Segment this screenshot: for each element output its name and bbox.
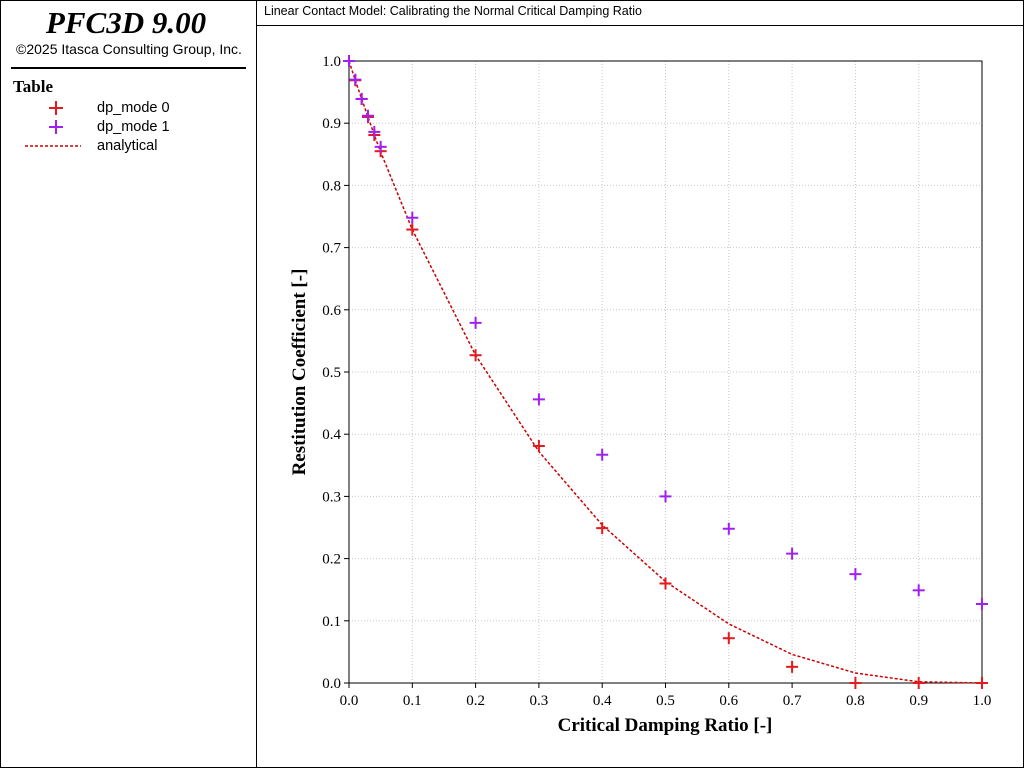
red-plus-marker-icon — [49, 101, 63, 115]
data-point-dp-mode-0 — [912, 677, 925, 689]
data-point-dp-mode-0 — [469, 349, 482, 362]
grid — [349, 61, 982, 683]
data-point-dp-mode-0 — [722, 632, 735, 645]
x-tick-label: 0.1 — [403, 693, 422, 709]
copyright-text: ©2025 Itasca Consulting Group, Inc. — [16, 41, 242, 57]
data-point-dp-mode-1 — [532, 393, 545, 406]
x-tick-label: 0.3 — [530, 693, 549, 709]
y-tick-label: 0.1 — [322, 614, 341, 630]
data-point-dp-mode-1 — [912, 584, 925, 597]
series-analytical — [348, 60, 983, 684]
y-tick-label: 0.4 — [322, 427, 341, 443]
y-tick-label: 0.2 — [322, 552, 341, 568]
data-point-dp-mode-0 — [596, 522, 609, 535]
series-dp-mode-1 — [343, 55, 988, 611]
data-point-dp-mode-1 — [355, 92, 368, 105]
data-point-dp-mode-1 — [406, 211, 419, 224]
x-axis-label: Critical Damping Ratio [-] — [558, 715, 773, 736]
x-tick-label: 0.7 — [783, 693, 802, 709]
y-tick-label: 0.8 — [322, 178, 341, 194]
y-axis-label: Restitution Coefficient [-] — [289, 269, 310, 476]
data-point-dp-mode-0 — [786, 660, 799, 673]
legend-item-analytical: analytical — [1, 137, 257, 155]
series-line-analytical — [348, 60, 983, 684]
app-title: PFC3D 9.00 — [45, 5, 207, 40]
data-point-dp-mode-1 — [368, 125, 381, 138]
data-point-dp-mode-0 — [532, 440, 545, 453]
title-divider — [11, 67, 246, 69]
data-point-dp-mode-0 — [976, 677, 988, 689]
legend-label-dp-mode-1: dp_mode 1 — [97, 119, 170, 135]
data-point-dp-mode-1 — [849, 568, 862, 581]
data-point-dp-mode-1 — [722, 522, 735, 535]
x-tick-label: 0.8 — [846, 693, 865, 709]
y-tick-label: 1.0 — [322, 54, 341, 70]
x-tick-label: 0.6 — [719, 693, 738, 709]
x-tick-label: 0.4 — [593, 693, 612, 709]
data-point-dp-mode-1 — [659, 490, 672, 503]
data-point-dp-mode-1 — [374, 140, 387, 153]
y-tick-label: 0.5 — [322, 365, 341, 381]
x-tick-label: 0.0 — [340, 693, 359, 709]
data-point-dp-mode-1 — [976, 598, 988, 611]
data-point-dp-mode-1 — [786, 547, 799, 560]
data-point-dp-mode-1 — [343, 55, 355, 67]
data-point-dp-mode-1 — [469, 316, 482, 329]
legend-panel: PFC3D 9.00 ©2025 Itasca Consulting Group… — [0, 0, 257, 768]
axes: 0.0 0.1 0.2 0.3 0.4 0.5 0.6 0.7 0.8 0.9 1.0 0.0 0.1 0… — [322, 54, 991, 709]
legend-item-dp-mode-1: dp_mode 1 — [1, 118, 257, 136]
dashed-line-icon — [25, 145, 81, 147]
data-point-dp-mode-0 — [659, 577, 672, 590]
data-point-dp-mode-0 — [406, 223, 419, 236]
y-tick-label: 0.6 — [322, 303, 341, 319]
legend-label-analytical: analytical — [97, 138, 158, 154]
data-point-dp-mode-1 — [361, 109, 374, 122]
plot-header-divider — [256, 25, 1024, 26]
x-tick-label: 1.0 — [973, 693, 992, 709]
series-layer — [343, 55, 988, 689]
y-tick-label: 0.9 — [322, 116, 341, 132]
chart-title: Linear Contact Model: Calibrating the No… — [264, 4, 642, 18]
x-tick-label: 0.9 — [909, 693, 928, 709]
purple-plus-marker-icon — [49, 120, 63, 134]
data-point-dp-mode-0 — [849, 677, 862, 689]
data-point-dp-mode-1 — [596, 448, 609, 461]
legend-label-dp-mode-0: dp_mode 0 — [97, 100, 170, 116]
legend-item-dp-mode-0: dp_mode 0 — [1, 99, 257, 117]
y-tick-label: 0.3 — [322, 489, 341, 505]
legend-heading: Table — [13, 77, 54, 96]
x-tick-label: 0.2 — [466, 693, 485, 709]
x-tick-label: 0.5 — [656, 693, 675, 709]
y-tick-label: 0.7 — [322, 241, 341, 257]
y-tick-label: 0.0 — [322, 676, 341, 692]
data-point-dp-mode-1 — [349, 73, 362, 86]
